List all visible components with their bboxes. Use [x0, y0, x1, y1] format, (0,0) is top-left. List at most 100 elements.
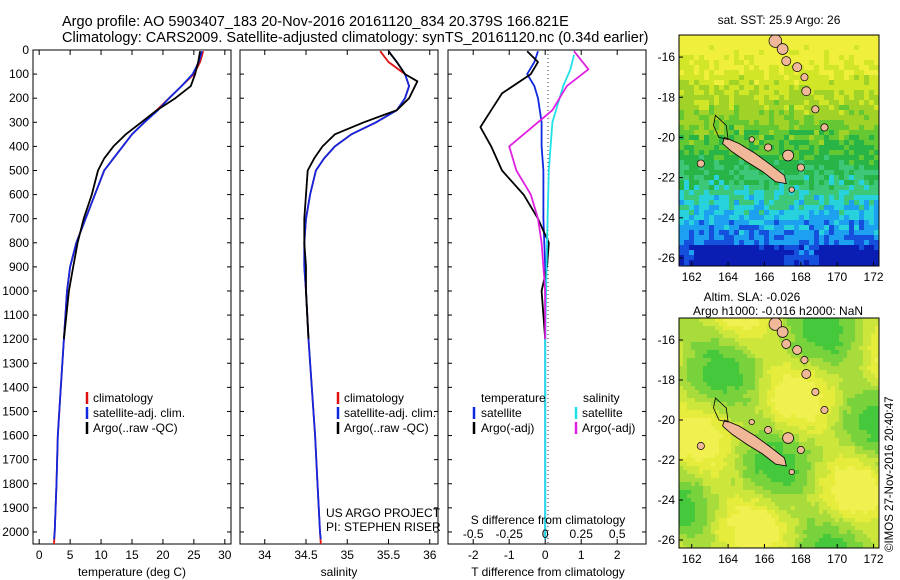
heatmap-cell [683, 370, 688, 375]
heatmap-cell [794, 190, 800, 196]
heatmap-cell [811, 342, 816, 347]
heatmap-cell [819, 225, 825, 231]
heatmap-cell [689, 220, 695, 226]
heatmap-cell [769, 260, 775, 266]
heatmap-cell [755, 470, 760, 475]
heatmap-cell [699, 170, 705, 176]
heatmap-cell [867, 362, 872, 367]
heatmap-cell [829, 235, 835, 241]
heatmap-cell [783, 362, 788, 367]
heatmap-cell [851, 474, 856, 479]
heatmap-cell [795, 522, 800, 527]
heatmap-cell [835, 478, 840, 483]
heatmap-cell [859, 230, 865, 236]
heatmap-cell [864, 55, 870, 61]
heatmap-cell [767, 346, 772, 351]
heatmap-cell [714, 100, 720, 106]
heatmap-cell [694, 215, 700, 221]
heatmap-cell [834, 165, 840, 171]
heatmap-cell [703, 534, 708, 539]
heatmap-cell [814, 45, 820, 51]
heatmap-cell [774, 90, 780, 96]
heatmap-cell [763, 338, 768, 343]
heatmap-cell [731, 490, 736, 495]
heatmap-cell [795, 322, 800, 327]
heatmap-cell [711, 446, 716, 451]
heatmap-cell [731, 386, 736, 391]
heatmap-cell [699, 490, 704, 495]
heatmap-cell [764, 110, 770, 116]
heatmap-cell [875, 398, 879, 403]
heatmap-cell [743, 462, 748, 467]
heatmap-cell [679, 326, 684, 331]
heatmap-cell [769, 235, 775, 241]
heatmap-cell [859, 522, 864, 527]
heatmap-cell [859, 150, 865, 156]
heatmap-cell [703, 342, 708, 347]
heatmap-cell [763, 326, 768, 331]
heatmap-cell [691, 378, 696, 383]
heatmap-cell [859, 410, 864, 415]
heatmap-cell [734, 110, 740, 116]
heatmap-cell [687, 382, 692, 387]
heatmap-cell [811, 382, 816, 387]
heatmap-cell [751, 362, 756, 367]
heatmap-cell [849, 145, 855, 151]
heatmap-cell [851, 454, 856, 459]
heatmap-cell [779, 370, 784, 375]
heatmap-cell [875, 334, 879, 339]
heatmap-cell [843, 342, 848, 347]
heatmap-cell [691, 462, 696, 467]
heatmap-cell [843, 326, 848, 331]
heatmap-cell [767, 410, 772, 415]
heatmap-cell [775, 518, 780, 523]
heatmap-cell [704, 260, 710, 266]
heatmap-cell [811, 482, 816, 487]
heatmap-cell [731, 410, 736, 415]
heatmap-cell [803, 318, 808, 323]
heatmap-cell [775, 370, 780, 375]
heatmap-cell [755, 330, 760, 335]
heatmap-cell [739, 60, 745, 66]
heatmap-cell [764, 190, 770, 196]
heatmap-cell [863, 530, 868, 535]
heatmap-cell [707, 418, 712, 423]
heatmap-cell [779, 506, 784, 511]
heatmap-cell [747, 342, 752, 347]
heatmap-cell [679, 318, 684, 323]
heatmap-cell [763, 358, 768, 363]
heatmap-cell [811, 502, 816, 507]
heatmap-cell [874, 140, 879, 146]
heatmap-cell [863, 470, 868, 475]
heatmap-cell [871, 446, 876, 451]
heatmap-cell [679, 185, 685, 191]
heatmap-cell [867, 366, 872, 371]
heatmap-cell [729, 40, 735, 46]
heatmap-cell [864, 85, 870, 91]
heatmap-cell [875, 494, 879, 499]
heatmap-cell [719, 205, 725, 211]
heatmap-cell [795, 382, 800, 387]
heatmap-cell [795, 386, 800, 391]
heatmap-cell [715, 494, 720, 499]
heatmap-cell [747, 330, 752, 335]
heatmap-cell [831, 526, 836, 531]
heatmap-cell [795, 410, 800, 415]
heatmap-cell [687, 466, 692, 471]
heatmap-cell [803, 502, 808, 507]
heatmap-cell [784, 250, 790, 256]
heatmap-cell [694, 95, 700, 101]
heatmap-cell [839, 534, 844, 539]
heatmap-cell [847, 322, 852, 327]
heatmap-cell [719, 65, 725, 71]
heatmap-cell [874, 80, 879, 86]
heatmap-cell [723, 402, 728, 407]
heatmap-cell [687, 514, 692, 519]
heatmap-cell [764, 80, 770, 86]
legend-climatology-label: climatology [344, 391, 404, 405]
heatmap-cell [754, 110, 760, 116]
heatmap-cell [731, 318, 736, 323]
heatmap-cell [775, 402, 780, 407]
heatmap-cell [775, 538, 780, 543]
heatmap-cell [769, 45, 775, 51]
